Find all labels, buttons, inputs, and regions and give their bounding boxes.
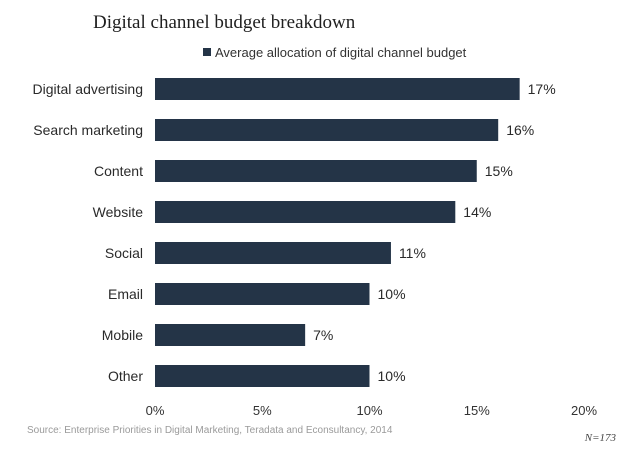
sample-size: N=173 (584, 432, 617, 444)
value-label: 17% (528, 81, 556, 97)
bar-social (155, 242, 391, 264)
value-label: 15% (485, 163, 513, 179)
bar-other (155, 365, 370, 387)
bar-email (155, 283, 370, 305)
category-labels: Digital advertising Search marketing Conte… (33, 81, 144, 384)
chart-title: Digital channel budget breakdown (93, 12, 356, 33)
bar-content (155, 160, 477, 182)
bars (155, 78, 520, 387)
category-label: Website (93, 204, 144, 220)
category-label: Digital advertising (33, 81, 144, 97)
value-labels: 17% 16% 15% 14% 11% 10% 7% 10% (313, 81, 556, 384)
category-label: Email (108, 286, 143, 302)
value-label: 16% (506, 122, 534, 138)
category-label: Mobile (102, 327, 143, 343)
x-tick-label: 0% (146, 403, 165, 418)
category-label: Search marketing (33, 122, 143, 138)
x-tick-label: 20% (571, 403, 597, 418)
source-note: Source: Enterprise Priorities in Digital… (27, 425, 393, 436)
x-tick-label: 15% (464, 403, 490, 418)
legend-swatch (203, 48, 211, 56)
legend: Average allocation of digital channel bu… (203, 45, 467, 60)
value-label: 10% (378, 368, 406, 384)
x-axis-ticks: 0% 5% 10% 15% 20% (146, 403, 598, 418)
bar-mobile (155, 324, 306, 346)
category-label: Social (105, 245, 143, 261)
x-tick-label: 5% (253, 403, 272, 418)
value-label: 10% (378, 286, 406, 302)
value-label: 11% (399, 245, 426, 261)
value-label: 7% (313, 327, 333, 343)
category-label: Content (94, 163, 143, 179)
bar-website (155, 201, 456, 223)
bar-search-marketing (155, 119, 499, 141)
x-tick-label: 10% (356, 403, 382, 418)
value-label: 14% (463, 204, 491, 220)
legend-label: Average allocation of digital channel bu… (215, 45, 467, 60)
category-label: Other (108, 368, 143, 384)
bar-digital-advertising (155, 78, 520, 100)
